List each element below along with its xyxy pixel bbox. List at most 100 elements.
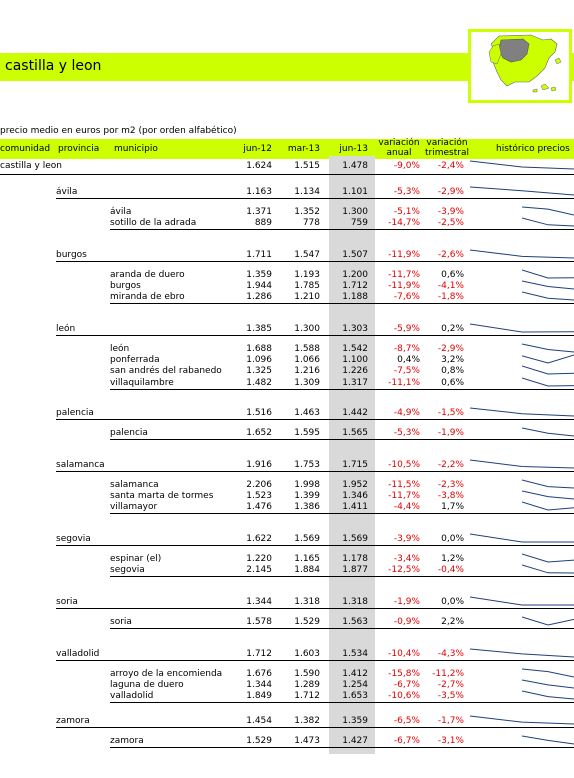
column-header-bar — [0, 139, 574, 159]
province-jun13: 1.507 — [342, 250, 368, 260]
province-name: león — [56, 324, 76, 334]
province-jun12: 1.163 — [246, 187, 272, 197]
municipio-historic-sparkline — [522, 501, 574, 511]
municipio-jun12: 1.359 — [246, 270, 272, 280]
province-mar13: 1.318 — [294, 597, 320, 607]
municipio-jun12: 2.145 — [246, 565, 272, 576]
municipio-name: santa marta de tormes — [110, 491, 214, 502]
sparkline — [470, 160, 574, 170]
municipio-divider — [110, 576, 574, 578]
province-jun12: 1.622 — [246, 534, 272, 544]
municipio-mar13: 1.884 — [294, 565, 320, 576]
municipio-mar13: 1.210 — [294, 292, 320, 303]
province-var-anual: -1,9% — [393, 597, 420, 607]
municipio-var-anual: -5,3% — [393, 428, 420, 438]
municipio-mar13: 1.529 — [294, 617, 320, 627]
municipio-jun12: 1.371 — [246, 207, 272, 217]
municipio-historic-sparkline — [522, 280, 574, 290]
municipio-mar13: 1.193 — [294, 270, 320, 280]
sparkline — [522, 553, 574, 563]
province-name: ávila — [56, 187, 78, 197]
sparkline — [522, 490, 574, 500]
sparkline — [470, 459, 574, 469]
municipio-jun13: 1.200 — [342, 270, 368, 280]
municipio-jun12: 1.523 — [246, 491, 272, 502]
sparkline — [470, 186, 574, 196]
municipio-name: soria — [110, 617, 132, 627]
municipio-jun12: 2.206 — [246, 480, 272, 490]
municipio-var-trimestral: 3,2% — [441, 355, 464, 366]
municipio-jun13: 1.317 — [342, 377, 368, 388]
municipio-jun13: 1.178 — [342, 554, 368, 564]
province-jun13: 1.534 — [342, 649, 368, 659]
province-mar13: 1.753 — [294, 460, 320, 470]
municipio-divider — [110, 628, 574, 629]
col-var-trimestral: variación trimestral — [425, 138, 469, 158]
municipio-mar13: 1.386 — [294, 502, 320, 513]
municipio-name: segovia — [110, 565, 145, 576]
province-historic-sparkline — [470, 249, 574, 259]
municipio-mar13: 1.399 — [294, 491, 320, 502]
sparkline — [470, 596, 574, 606]
municipio-mar13: 1.216 — [294, 366, 320, 377]
province-name: zamora — [56, 716, 90, 726]
municipio-var-anual: -3,4% — [393, 554, 420, 564]
municipio-name: villamayor — [110, 502, 158, 513]
community-var-anual: -9,0% — [393, 161, 420, 171]
province-var-anual: -6,5% — [393, 716, 420, 726]
col-historico: histórico precios — [496, 144, 570, 154]
municipio-jun12: 1.325 — [246, 366, 272, 377]
municipio-historic-sparkline — [522, 206, 574, 216]
municipio-jun12: 1.652 — [246, 428, 272, 438]
province-name: valladolid — [56, 649, 100, 659]
province-historic-sparkline — [470, 323, 574, 333]
sparkline — [522, 427, 574, 437]
municipio-historic-sparkline — [522, 564, 574, 574]
municipio-var-trimestral: -1,8% — [437, 292, 464, 303]
province-jun12: 1.516 — [246, 408, 272, 418]
municipio-jun13: 1.346 — [342, 491, 368, 502]
sparkline — [522, 354, 574, 364]
municipio-jun12: 1.676 — [246, 669, 272, 679]
province-divider — [56, 198, 574, 199]
province-divider — [56, 261, 574, 262]
province-historic-sparkline — [470, 459, 574, 469]
municipio-historic-sparkline — [522, 427, 574, 437]
municipio-divider — [110, 303, 574, 305]
province-mar13: 1.382 — [294, 716, 320, 726]
sparkline — [522, 616, 574, 626]
municipio-name: laguna de duero — [110, 680, 184, 691]
col-mar13: mar-13 — [287, 144, 320, 154]
municipio-var-anual: -11,7% — [388, 491, 420, 502]
community-historic-sparkline — [470, 160, 574, 170]
municipio-jun13: 1.226 — [342, 366, 368, 377]
municipio-mar13: 1.595 — [294, 428, 320, 438]
municipio-var-trimestral: -1,9% — [437, 428, 464, 438]
municipio-var-anual: -6,7% — [393, 680, 420, 691]
province-jun13: 1.715 — [342, 460, 368, 470]
sparkline — [522, 479, 574, 489]
sparkline — [522, 206, 574, 216]
col-jun13: jun-13 — [339, 144, 368, 154]
municipio-jun13: 1.427 — [342, 736, 368, 746]
municipio-name: león — [110, 344, 130, 354]
municipio-historic-sparkline — [522, 616, 574, 626]
sparkline — [470, 323, 574, 333]
municipio-var-anual: -10,6% — [388, 691, 420, 702]
municipio-var-trimestral: 1,7% — [441, 502, 464, 513]
sparkline — [522, 679, 574, 689]
municipio-var-trimestral: 0,8% — [441, 366, 464, 377]
municipio-jun13: 1.254 — [342, 680, 368, 691]
municipio-mar13: 1.309 — [294, 377, 320, 388]
municipio-mar13: 1.588 — [294, 344, 320, 354]
municipio-historic-sparkline — [522, 668, 574, 678]
province-historic-sparkline — [470, 715, 574, 725]
municipio-divider — [110, 747, 574, 748]
municipio-divider — [110, 439, 574, 440]
municipio-jun13: 1.100 — [342, 355, 368, 366]
province-var-trimestral: 0,0% — [441, 597, 464, 607]
sparkline — [522, 377, 574, 387]
municipio-name: arroyo de la encomienda — [110, 669, 223, 679]
sparkline — [522, 735, 574, 745]
community-jun12: 1.624 — [246, 161, 272, 171]
